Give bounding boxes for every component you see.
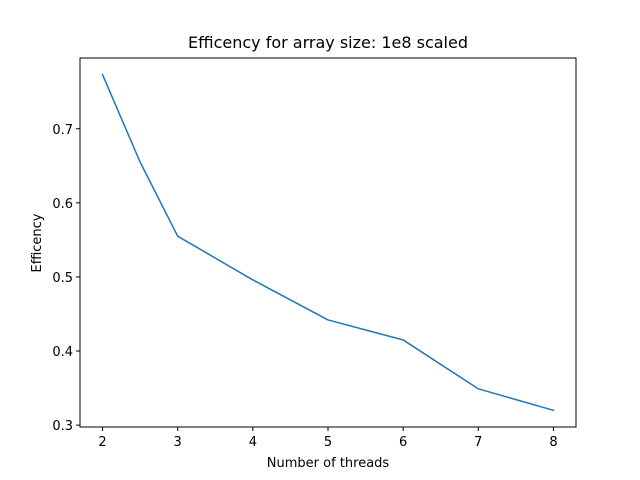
y-tick-label: 0.7 <box>52 123 73 138</box>
series-line <box>101 73 555 412</box>
x-tick-label: 4 <box>249 435 257 450</box>
x-axis-label: Number of threads <box>267 456 390 471</box>
chart-title: Efficency for array size: 1e8 scaled <box>188 33 468 52</box>
y-axis-label: Efficency <box>30 213 45 272</box>
plot-lines <box>101 73 555 412</box>
y-tick-label: 0.4 <box>52 345 73 360</box>
x-tick-label: 3 <box>174 435 182 450</box>
x-axis-ticks: 2 3 4 5 6 7 8 <box>98 427 558 450</box>
x-tick-label: 5 <box>324 435 332 450</box>
y-tick-label: 0.6 <box>52 197 73 212</box>
x-tick-label: 6 <box>399 435 407 450</box>
x-tick-label: 8 <box>549 435 557 450</box>
y-axis-ticks: 0.3 0.4 0.5 0.6 0.7 <box>52 123 80 434</box>
y-tick-label: 0.3 <box>52 419 73 434</box>
plot-frame <box>79 57 577 428</box>
y-tick-label: 0.5 <box>52 271 73 286</box>
x-tick-label: 7 <box>474 435 482 450</box>
x-tick-label: 2 <box>98 435 106 450</box>
